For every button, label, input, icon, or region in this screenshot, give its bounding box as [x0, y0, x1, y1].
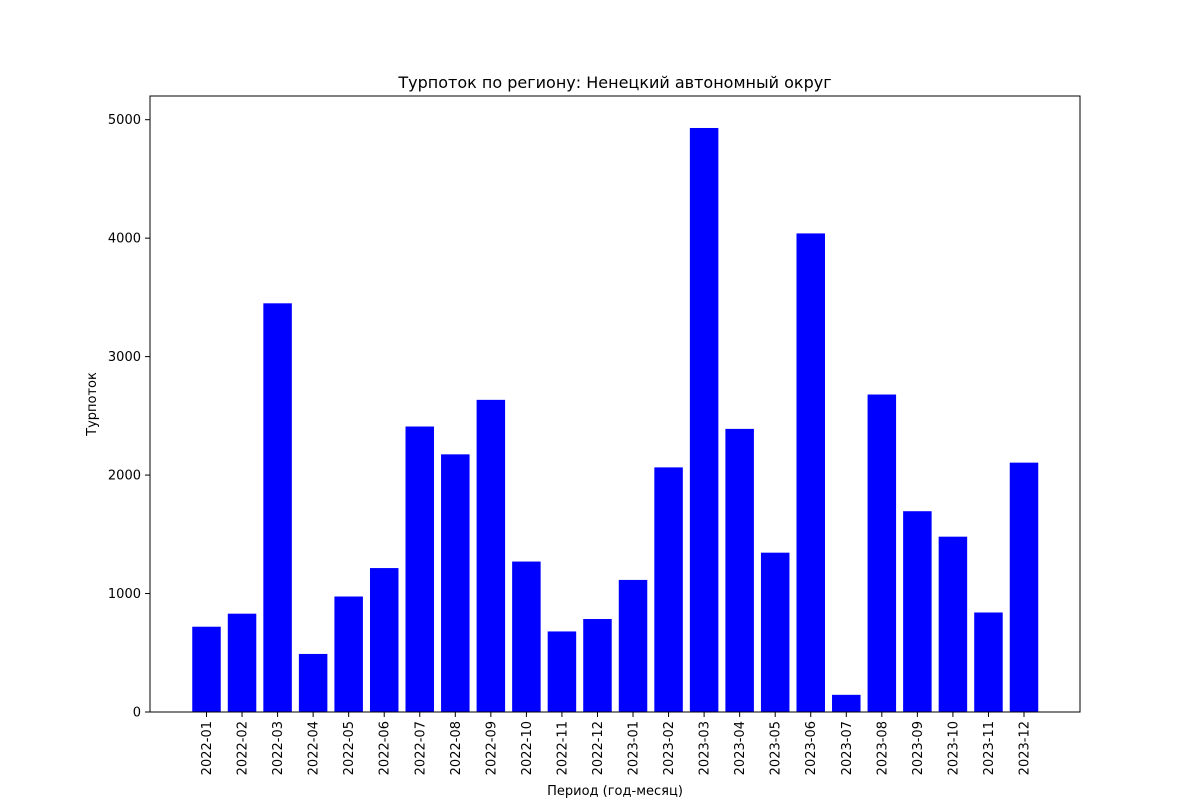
bar-2022-05 — [334, 596, 363, 712]
bar-2022-04 — [298, 653, 328, 712]
bar-2022-12 — [583, 619, 612, 712]
bar-2023-09 — [903, 511, 932, 712]
chart-title: Турпоток по региону: Ненецкий автономный… — [397, 73, 831, 92]
x-tick-label: 2022-08 — [449, 721, 464, 775]
y-axis: 0 1000 2000 3000 4000 5000 — [108, 113, 150, 721]
bar-2023-10 — [938, 536, 968, 712]
x-tick-label: 2023-05 — [769, 721, 784, 775]
bar-2022-08 — [441, 454, 470, 712]
x-tick-label: 2022-11 — [555, 721, 570, 775]
x-tick-label: 2023-01 — [627, 721, 642, 775]
x-tick-label: 2023-12 — [1018, 721, 1033, 775]
bar-2023-11 — [974, 612, 1003, 712]
x-tick-label: 2022-04 — [307, 721, 322, 775]
y-tick-label: 1000 — [108, 587, 141, 602]
x-tick-label: 2022-07 — [413, 721, 428, 775]
x-tick-label: 2023-02 — [662, 721, 677, 775]
x-tick-label: 2023-06 — [804, 721, 819, 775]
bar-2022-06 — [369, 568, 399, 712]
bar-2023-07 — [832, 694, 861, 712]
y-tick-label: 0 — [133, 706, 141, 721]
x-tick-label: 2023-08 — [875, 721, 890, 775]
bar-2022-01 — [192, 626, 221, 712]
x-tick-label: 2022-02 — [236, 721, 251, 775]
x-tick-label: 2023-04 — [733, 721, 748, 775]
y-tick-label: 3000 — [108, 350, 141, 365]
bar-2023-06 — [796, 233, 825, 713]
x-tick-label: 2022-10 — [520, 721, 535, 775]
bar-2023-12 — [1009, 462, 1039, 712]
x-tick-label: 2023-03 — [698, 721, 713, 775]
x-tick-label: 2023-07 — [840, 721, 855, 775]
bar-2023-01 — [618, 579, 648, 712]
x-axis-label: Период (год-месяц) — [547, 784, 683, 799]
bar-2023-04 — [725, 428, 754, 712]
bar-2023-02 — [654, 467, 683, 712]
plot-frame — [149, 95, 1081, 713]
bar-2022-02 — [227, 613, 257, 712]
x-tick-label: 2023-11 — [982, 721, 997, 775]
x-tick-label: 2022-03 — [271, 721, 286, 775]
bar-2023-03 — [689, 127, 719, 713]
x-tick-label: 2022-05 — [342, 721, 357, 775]
y-axis-label: Турпоток — [85, 372, 100, 437]
bar-2022-11 — [547, 631, 577, 712]
y-tick-label: 2000 — [108, 469, 141, 484]
bars-layer — [192, 127, 1039, 713]
bar-2022-03 — [263, 303, 292, 712]
x-tick-label: 2022-12 — [591, 721, 606, 775]
y-tick-label: 5000 — [108, 113, 141, 128]
x-tick-label: 2023-09 — [911, 721, 926, 775]
x-tick-label: 2022-01 — [200, 721, 215, 775]
bar-2022-07 — [405, 426, 435, 712]
x-tick-label: 2023-10 — [946, 721, 961, 775]
y-tick-label: 4000 — [108, 232, 141, 247]
bar-2023-08 — [867, 394, 897, 712]
bar-2023-05 — [760, 552, 790, 712]
x-tick-label: 2022-09 — [484, 721, 499, 775]
x-tick-label: 2022-06 — [378, 721, 393, 775]
x-axis: 2022-01 2022-02 2022-03 2022-04 2022-05 2022-… — [200, 712, 1033, 775]
bar-2022-10 — [512, 561, 541, 712]
bar-2022-09 — [476, 399, 506, 712]
